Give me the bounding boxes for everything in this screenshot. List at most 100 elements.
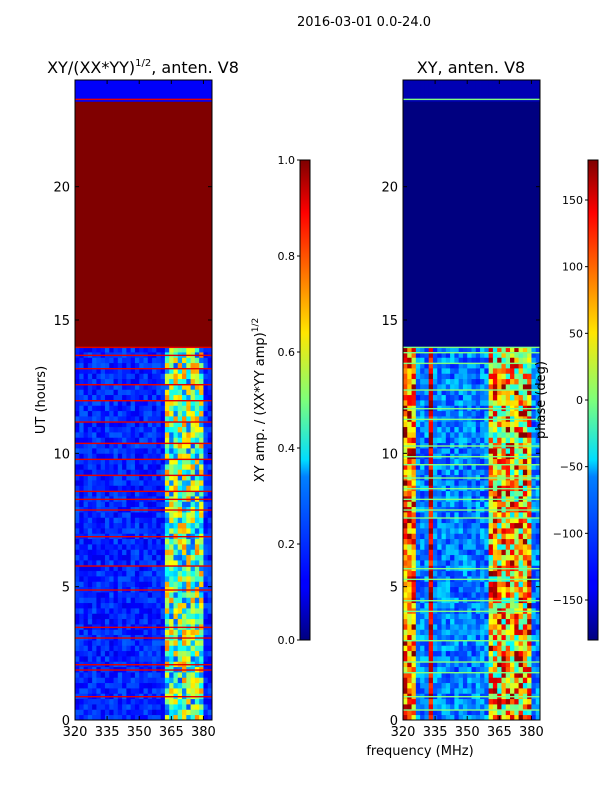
heatmap-cell (96, 640, 102, 646)
heatmap-cell (156, 240, 162, 246)
heatmap-cell (79, 442, 84, 449)
heatmap-cell (92, 709, 97, 716)
heatmap-cell (79, 650, 84, 657)
heatmap-cell (199, 154, 204, 161)
heatmap-cell (117, 437, 123, 444)
heatmap-cell (501, 544, 507, 550)
heatmap-cell (497, 661, 502, 668)
heatmap-cell (152, 325, 157, 332)
heatmap-cell (535, 704, 540, 710)
heatmap-cell (497, 624, 502, 630)
heatmap-cell (207, 224, 212, 230)
heatmap-cell (462, 714, 468, 720)
heatmap-cell (126, 272, 132, 278)
heatmap-cell (182, 362, 187, 369)
heatmap-cell (152, 517, 157, 524)
heatmap-cell (139, 437, 144, 444)
heatmap-cell (87, 181, 93, 188)
heatmap-cell (462, 560, 468, 566)
heatmap-cell (518, 677, 524, 684)
heatmap-cell (139, 293, 144, 300)
heatmap-cell (83, 176, 89, 182)
heatmap-cell (152, 384, 157, 390)
heatmap-cell (169, 341, 174, 348)
heatmap-cell (96, 554, 102, 561)
heatmap-cell (492, 549, 498, 556)
heatmap-cell (450, 645, 455, 652)
heatmap-cell (83, 448, 89, 454)
heatmap-cell (122, 181, 127, 188)
colorbar-tick-label: 0.4 (278, 442, 296, 455)
heatmap-cell (432, 698, 438, 705)
heatmap-cell (514, 549, 519, 556)
heatmap-cell (122, 458, 127, 465)
heatmap-cell (182, 426, 187, 433)
heatmap-cell (139, 517, 144, 524)
heatmap-cell (169, 368, 174, 374)
heatmap-cell (177, 330, 183, 337)
heatmap-cell (104, 464, 110, 470)
heatmap-cell (87, 442, 93, 449)
heatmap-cell (152, 213, 157, 220)
heatmap-cell (411, 709, 417, 716)
heatmap-cell (203, 144, 209, 150)
heatmap-cell (113, 560, 119, 566)
heatmap-cell (152, 186, 157, 193)
heatmap-cell (203, 341, 209, 348)
heatmap-cell (139, 330, 144, 337)
heatmap-cell (122, 378, 127, 385)
heatmap-cell (126, 176, 132, 182)
heatmap-cell (143, 528, 149, 534)
heatmap-cell (207, 544, 212, 550)
heatmap-cell (497, 544, 502, 550)
heatmap-cell (143, 453, 149, 460)
heatmap-cell (139, 394, 144, 401)
heatmap-cell (203, 458, 209, 465)
heatmap-cell (113, 554, 119, 561)
heatmap-cell (164, 581, 170, 588)
heatmap-cell (152, 133, 157, 140)
heatmap-cell (147, 432, 153, 438)
heatmap-cell (169, 160, 174, 166)
heatmap-cell (527, 688, 532, 694)
heatmap-cell (207, 368, 212, 374)
heatmap-cell (79, 698, 84, 705)
heatmap-cell (164, 314, 170, 321)
heatmap-cell (160, 362, 166, 369)
heatmap-cell (535, 656, 540, 662)
heatmap-cell (173, 384, 179, 390)
heatmap-cell (160, 112, 166, 118)
heatmap-cell (194, 186, 200, 193)
heatmap-cell (87, 122, 93, 129)
heatmap-cell (147, 378, 153, 385)
heatmap-cell (147, 448, 153, 454)
heatmap-cell (484, 634, 490, 641)
heatmap-cell (160, 570, 166, 577)
heatmap-cell (177, 314, 183, 321)
heatmap-cell (182, 538, 187, 545)
heatmap-cell (173, 517, 179, 524)
heatmap-cell (164, 421, 170, 428)
heatmap-flag-line (75, 626, 212, 629)
heatmap-cell (475, 714, 481, 720)
heatmap-cell (143, 149, 149, 156)
heatmap-cell (109, 90, 114, 97)
heatmap-cell (130, 186, 136, 193)
heatmap-cell (156, 112, 162, 118)
heatmap-cell (203, 277, 209, 284)
heatmap-cell (169, 645, 174, 652)
heatmap-cell (164, 677, 170, 684)
heatmap-cell (79, 480, 84, 486)
heatmap-cell (96, 138, 102, 145)
heatmap-cell (122, 570, 127, 577)
heatmap-cell (471, 704, 477, 710)
heatmap-cell (518, 698, 524, 705)
heatmap-cell (190, 618, 196, 625)
heatmap-cell (203, 229, 209, 236)
heatmap-cell (186, 442, 191, 449)
heatmap-cell (177, 394, 183, 401)
heatmap-cell (152, 608, 157, 614)
heatmap-cell (177, 293, 183, 300)
heatmap-cell (454, 634, 460, 641)
heatmap-cell (75, 389, 80, 396)
